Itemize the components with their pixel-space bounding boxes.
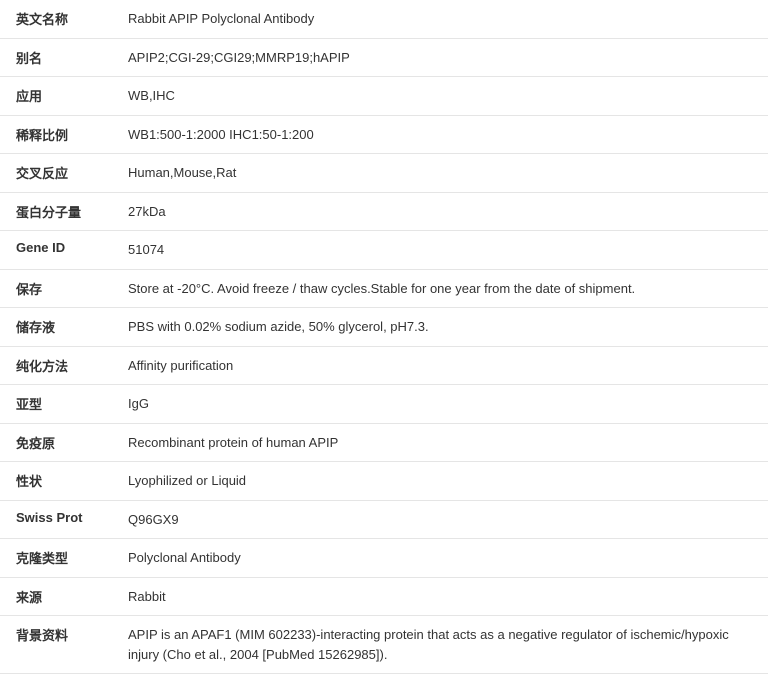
table-row: 亚型 IgG: [0, 385, 768, 424]
table-row: 性状 Lyophilized or Liquid: [0, 462, 768, 501]
table-row: Swiss Prot Q96GX9: [0, 500, 768, 539]
spec-label: 储存液: [0, 308, 120, 347]
table-row: 英文名称 Rabbit APIP Polyclonal Antibody: [0, 0, 768, 38]
table-row: 背景资料 APIP is an APAF1 (MIM 602233)-inter…: [0, 616, 768, 674]
spec-label: 交叉反应: [0, 154, 120, 193]
spec-label: 克隆类型: [0, 539, 120, 578]
spec-value: Human,Mouse,Rat: [120, 154, 768, 193]
spec-label: Swiss Prot: [0, 500, 120, 539]
spec-value: 27kDa: [120, 192, 768, 231]
spec-value: PBS with 0.02% sodium azide, 50% glycero…: [120, 308, 768, 347]
table-row: Gene ID 51074: [0, 231, 768, 270]
table-row: 免疫原 Recombinant protein of human APIP: [0, 423, 768, 462]
spec-label: 背景资料: [0, 616, 120, 674]
table-row: 储存液 PBS with 0.02% sodium azide, 50% gly…: [0, 308, 768, 347]
spec-label: 别名: [0, 38, 120, 77]
spec-label: 性状: [0, 462, 120, 501]
spec-label: 来源: [0, 577, 120, 616]
spec-table-body: 英文名称 Rabbit APIP Polyclonal Antibody 别名 …: [0, 0, 768, 674]
spec-label: 纯化方法: [0, 346, 120, 385]
spec-label: 保存: [0, 269, 120, 308]
spec-value: Lyophilized or Liquid: [120, 462, 768, 501]
table-row: 克隆类型 Polyclonal Antibody: [0, 539, 768, 578]
table-row: 纯化方法 Affinity purification: [0, 346, 768, 385]
spec-label: 英文名称: [0, 0, 120, 38]
spec-value: Polyclonal Antibody: [120, 539, 768, 578]
spec-value: Store at -20°C. Avoid freeze / thaw cycl…: [120, 269, 768, 308]
table-row: 稀释比例 WB1:500-1:2000 IHC1:50-1:200: [0, 115, 768, 154]
spec-label: Gene ID: [0, 231, 120, 270]
spec-value: Rabbit APIP Polyclonal Antibody: [120, 0, 768, 38]
spec-value: 51074: [120, 231, 768, 270]
spec-value: WB1:500-1:2000 IHC1:50-1:200: [120, 115, 768, 154]
spec-value: WB,IHC: [120, 77, 768, 116]
spec-label: 亚型: [0, 385, 120, 424]
table-row: 蛋白分子量 27kDa: [0, 192, 768, 231]
table-row: 应用 WB,IHC: [0, 77, 768, 116]
spec-value: IgG: [120, 385, 768, 424]
spec-value: Rabbit: [120, 577, 768, 616]
table-row: 来源 Rabbit: [0, 577, 768, 616]
table-row: 交叉反应 Human,Mouse,Rat: [0, 154, 768, 193]
spec-label: 蛋白分子量: [0, 192, 120, 231]
spec-value: APIP2;CGI-29;CGI29;MMRP19;hAPIP: [120, 38, 768, 77]
product-spec-table: 英文名称 Rabbit APIP Polyclonal Antibody 别名 …: [0, 0, 768, 674]
table-row: 保存 Store at -20°C. Avoid freeze / thaw c…: [0, 269, 768, 308]
spec-value: Affinity purification: [120, 346, 768, 385]
spec-value: Recombinant protein of human APIP: [120, 423, 768, 462]
spec-label: 免疫原: [0, 423, 120, 462]
table-row: 别名 APIP2;CGI-29;CGI29;MMRP19;hAPIP: [0, 38, 768, 77]
spec-label: 应用: [0, 77, 120, 116]
spec-value: APIP is an APAF1 (MIM 602233)-interactin…: [120, 616, 768, 674]
spec-label: 稀释比例: [0, 115, 120, 154]
spec-value: Q96GX9: [120, 500, 768, 539]
